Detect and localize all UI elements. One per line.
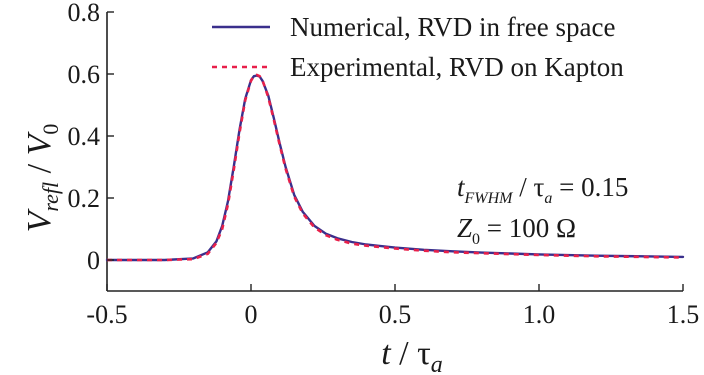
y-tick-label: 0 bbox=[87, 246, 100, 275]
x-tick-label: -0.5 bbox=[86, 300, 127, 329]
y-axis-title-sub2: 0 bbox=[38, 124, 63, 135]
legend: Numerical, RVD in free space Experimenta… bbox=[212, 12, 624, 82]
x-axis-title-main: t bbox=[381, 335, 392, 372]
series-layer bbox=[105, 73, 685, 262]
x-axis-title-sub: a bbox=[431, 352, 443, 375]
y-tick-label: 0.4 bbox=[68, 122, 101, 151]
annotation-impedance: Z0 = 100 Ω bbox=[457, 213, 576, 248]
annotation-fwhm-tau-sub: a bbox=[544, 190, 552, 207]
x-tick-label: 1.5 bbox=[667, 300, 700, 329]
annotation-fwhm-sub: FWHM bbox=[464, 190, 515, 207]
annotation-fwhm-tau: τ bbox=[534, 172, 545, 202]
tick-layer: -0.5 0 0.5 1.0 1.5 0 0.2 0.4 0.6 0.8 bbox=[68, 0, 700, 329]
annotation-impedance-main: Z bbox=[457, 213, 473, 243]
annotation-fwhm: tFWHM / τa = 0.15 bbox=[457, 172, 628, 207]
y-tick-label: 0.6 bbox=[68, 60, 101, 89]
y-axis-title-sep: / bbox=[21, 155, 58, 181]
y-axis-title-sub: refl bbox=[38, 182, 63, 212]
x-axis-title: t / τa bbox=[381, 335, 443, 375]
series-line-numerical bbox=[105, 74, 685, 262]
annotation-impedance-rest: = 100 Ω bbox=[480, 213, 576, 243]
y-axis-title: Vrefl / V0 bbox=[21, 124, 63, 233]
annotation-fwhm-main: t bbox=[457, 172, 466, 202]
legend-label-experimental: Experimental, RVD on Kapton bbox=[290, 52, 624, 82]
x-tick-label: 1.0 bbox=[523, 300, 556, 329]
series-line-experimental bbox=[107, 73, 684, 262]
x-axis-title-sep: / bbox=[391, 335, 417, 372]
annotation-fwhm-rest: = 0.15 bbox=[552, 172, 628, 202]
annotation-fwhm-sep: / bbox=[513, 172, 534, 202]
x-tick-label: 0.5 bbox=[379, 300, 412, 329]
y-tick-label: 0.2 bbox=[68, 184, 101, 213]
legend-label-numerical: Numerical, RVD in free space bbox=[290, 12, 615, 42]
y-tick-label: 0.8 bbox=[68, 0, 101, 27]
x-tick-label: 0 bbox=[245, 300, 258, 329]
x-axis-title-tau: τ bbox=[417, 335, 431, 372]
annotation-impedance-sub: 0 bbox=[472, 231, 480, 248]
